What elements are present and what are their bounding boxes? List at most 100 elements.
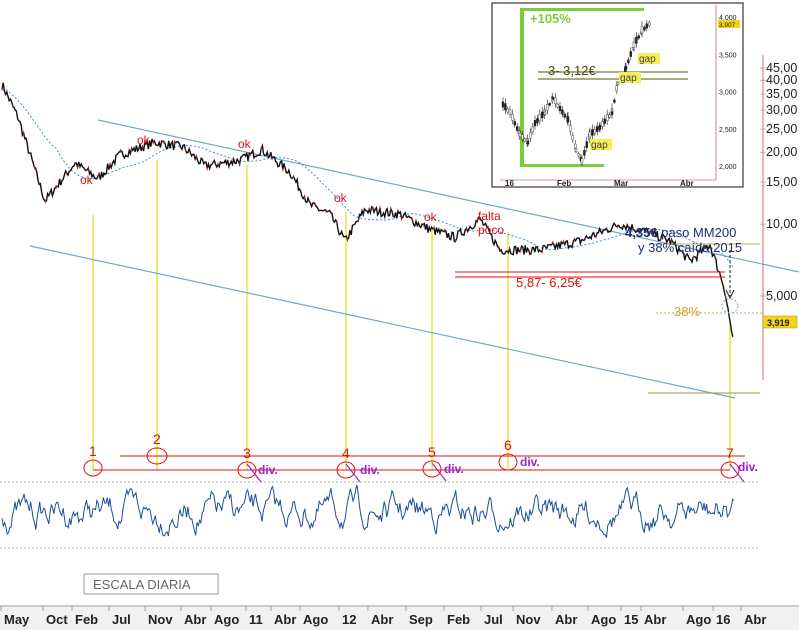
divergence-label: div. xyxy=(258,463,278,477)
oscillator-marker-label: 7 xyxy=(726,445,734,461)
y-tick-label: 10,00 xyxy=(766,217,797,231)
divergence-stroke xyxy=(246,463,262,483)
x-tick-label: Oct xyxy=(46,612,68,627)
time-axis: May Oct Feb Jul Nov Abr Ago 11 Abr Ago 12 Abr Sep Feb… xyxy=(0,605,799,630)
svg-text:gap: gap xyxy=(620,73,637,84)
oscillator-marker-label: 4 xyxy=(342,445,350,461)
inset-gap-badge-3: gap xyxy=(590,139,612,151)
x-tick-label: 15 xyxy=(624,612,638,627)
svg-text:gap: gap xyxy=(639,54,656,65)
x-tick-label: Jul xyxy=(112,612,131,627)
inset-y-tick: 2,500 xyxy=(719,127,737,134)
x-tick-label: Abr xyxy=(274,612,296,627)
scale-label-box: ESCALA DIARIA xyxy=(83,573,219,595)
annotation-arrow-head xyxy=(725,289,735,300)
annotation-ok-5: ok xyxy=(424,210,438,224)
x-tick-label: Abr xyxy=(371,612,393,627)
y-tick-label: 25,00 xyxy=(766,122,797,136)
x-tick-label: Feb xyxy=(75,612,98,627)
divergence-label: div. xyxy=(444,462,464,476)
x-tick-label: 12 xyxy=(342,612,356,627)
oscillator-marker-circle xyxy=(498,453,518,471)
svg-text:3,907: 3,907 xyxy=(719,22,736,29)
oscillator-marker-label: 1 xyxy=(89,443,97,459)
inset-gain-bar xyxy=(520,8,524,167)
oscillator-marker-circle xyxy=(237,461,257,479)
oscillator-markers: 1 2 3 4 5 6 7 div. div. div. div. div. xyxy=(83,431,758,483)
x-tick-label: May xyxy=(4,612,30,627)
divergence-stroke xyxy=(431,462,447,482)
annotation-ok-4: ok xyxy=(334,191,348,205)
oscillator-marker-label: 2 xyxy=(153,431,161,447)
x-tick-label: Ago xyxy=(303,612,328,627)
annotation-ok-2: ok xyxy=(137,133,151,147)
x-tick-label: 16 xyxy=(716,612,730,627)
signal-verticals xyxy=(92,160,731,470)
trend-channel xyxy=(29,119,799,399)
x-tick-label: Sep xyxy=(409,612,433,627)
y-tick-label: 15,00 xyxy=(766,175,797,189)
x-tick-label: 11 xyxy=(249,612,263,627)
moving-average-line xyxy=(1,88,734,268)
oscillator-marker-label: 6 xyxy=(504,437,512,453)
inset-levels xyxy=(520,8,688,167)
inset-gap-badge-2: gap xyxy=(619,72,641,84)
x-tick-label: Ago xyxy=(214,612,239,627)
x-tick-label: Abr xyxy=(644,612,666,627)
oscillator-marker-label: 3 xyxy=(243,445,251,461)
x-tick-label: Abr xyxy=(555,612,577,627)
x-tick-label: Nov xyxy=(516,612,541,627)
annotation-ok-3: ok xyxy=(238,137,252,151)
divergence-label: div. xyxy=(360,463,380,477)
y-tick-label: 35,00 xyxy=(766,87,797,101)
divergence-label: div. xyxy=(520,455,540,469)
inset-y-tick: 4,000 xyxy=(719,15,737,22)
annotation-price-range: 5,87- 6,25€ xyxy=(516,275,583,290)
oscillator-marker-label: 5 xyxy=(428,444,436,460)
divergence-label: div. xyxy=(738,460,758,474)
price-series xyxy=(1,82,734,337)
x-tick-label: Ago xyxy=(686,612,711,627)
oscillator-line xyxy=(1,484,735,538)
support-levels xyxy=(455,243,762,394)
channel-upper-line xyxy=(97,119,799,273)
inset-gap-badge-1: gap xyxy=(638,53,660,65)
annotation-38pct: 38% xyxy=(674,304,700,319)
svg-text:3,919: 3,919 xyxy=(767,318,790,328)
inset-level-label: 3- 3,12€ xyxy=(548,63,596,78)
svg-text:gap: gap xyxy=(591,140,608,151)
inset-x-tick: Feb xyxy=(557,179,571,188)
inset-chart: 4,000 3,500 3,000 2,500 2,000 16 Feb Mar Abr +10… xyxy=(491,2,744,188)
last-value-badge: 3,919 xyxy=(762,315,798,329)
oscillator-marker-circle xyxy=(422,460,442,478)
divergence-stroke xyxy=(345,463,361,483)
y-tick-label: 30,00 xyxy=(766,103,797,117)
y-tick-label: 5,000 xyxy=(766,289,797,303)
price-line xyxy=(1,82,734,337)
inset-x-tick: Abr xyxy=(680,179,694,188)
oscillator-marker-circle xyxy=(83,459,103,477)
inset-y-tick: 3,000 xyxy=(719,90,737,97)
inset-price-series xyxy=(501,19,651,167)
channel-lower-line xyxy=(29,245,736,399)
x-tick-label: Abr xyxy=(744,612,766,627)
oscillator-marker-circle xyxy=(146,447,168,465)
annotation-falta-poco: falta poco xyxy=(478,209,504,237)
annotation-mm200: 4,35€ paso MM200 y 38% caída 2015 xyxy=(625,225,742,255)
inset-axes: 4,000 3,500 3,000 2,500 2,000 16 Feb Mar Abr xyxy=(505,15,737,188)
inset-x-tick: Mar xyxy=(614,179,628,188)
y-tick-label: 45,00 xyxy=(766,61,797,75)
inset-y-tick: 3,500 xyxy=(719,52,737,59)
x-tick-label: Jul xyxy=(484,612,503,627)
inset-last-value-badge: 3,907 xyxy=(718,20,740,29)
oscillator-panel xyxy=(0,455,760,549)
inset-y-tick: 2,000 xyxy=(719,164,737,171)
ma200-line xyxy=(1,88,734,268)
y-tick-label: 20,00 xyxy=(766,145,797,159)
inset-gain-label: +105% xyxy=(530,11,571,26)
inset-x-tick: 16 xyxy=(505,179,514,188)
y-tick-label: 40,00 xyxy=(766,73,797,87)
x-tick-label: Ago xyxy=(591,612,616,627)
